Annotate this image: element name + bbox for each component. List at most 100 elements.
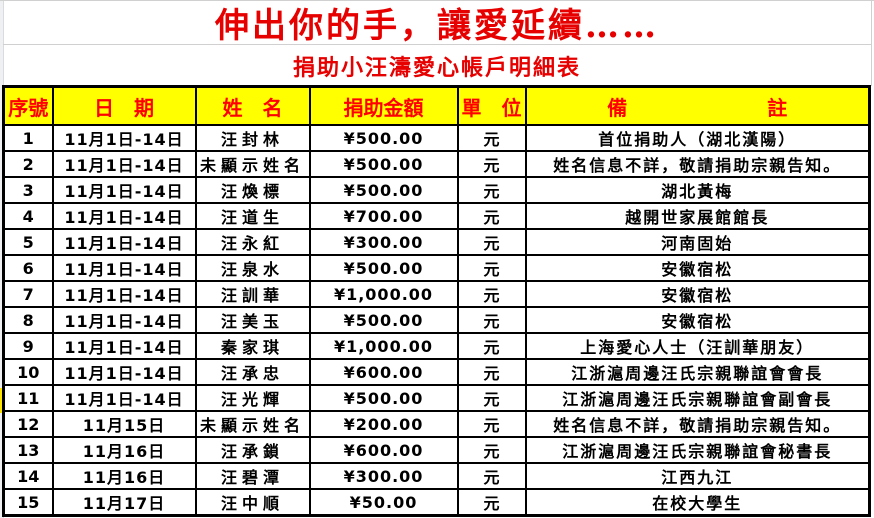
cell-date: 11月1日-14日 (51, 384, 197, 412)
table-row: 9 11月1日-14日 秦家琪 ¥1,000.00 元 上海愛心人士（汪訓華朋友… (2, 332, 871, 360)
cell-seq: 7 (2, 280, 54, 308)
cell-seq: 6 (2, 254, 54, 282)
cell-name: 汪封林 (194, 124, 311, 152)
cell-amount: ¥600.00 (308, 436, 459, 464)
cell-note: 江浙滬周邊汪氏宗親聯誼會秘書長 (524, 436, 871, 464)
cell-note: 上海愛心人士（汪訓華朋友） (524, 332, 871, 360)
cell-unit: 元 (456, 254, 527, 282)
page-subtitle: 捐助小汪濤愛心帳戶明細表 (292, 54, 581, 81)
cell-amount: ¥300.00 (308, 462, 459, 490)
cell-date: 11月17日 (51, 488, 197, 517)
cell-date: 11月1日-14日 (51, 358, 197, 386)
table-row: 15 11月17日 汪中順 ¥50.00 元 在校大學生 (2, 488, 871, 517)
cell-date: 11月1日-14日 (51, 254, 197, 282)
table-row: 8 11月1日-14日 汪美玉 ¥500.00 元 安徽宿松 (2, 306, 871, 334)
gridline-title-divider (3, 44, 872, 45)
cell-seq: 14 (2, 462, 54, 490)
table-row: 3 11月1日-14日 汪煥標 ¥500.00 元 湖北黃梅 (2, 176, 871, 204)
table-row: 12 11月15日 未顯示姓名 ¥200.00 元 姓名信息不詳，敬請捐助宗親告… (2, 410, 871, 438)
cell-name: 汪中順 (194, 488, 311, 517)
header-unit: 單 位 (456, 85, 527, 126)
cell-name: 秦家琪 (194, 332, 311, 360)
cell-name: 汪訓華 (194, 280, 311, 308)
header-name: 姓 名 (194, 85, 311, 126)
cell-name: 未顯示姓名 (194, 410, 311, 438)
cell-unit: 元 (456, 488, 527, 517)
cell-date: 11月15日 (51, 410, 197, 438)
cell-date: 11月1日-14日 (51, 228, 197, 256)
cell-unit: 元 (456, 124, 527, 152)
cell-seq: 1 (2, 124, 54, 152)
cell-amount: ¥500.00 (308, 384, 459, 412)
header-amount: 捐助金額 (308, 85, 459, 126)
header-row: 序號 日 期 姓 名 捐助金額 單 位 備 註 (2, 85, 871, 126)
cell-amount: ¥1,000.00 (308, 280, 459, 308)
cell-date: 11月1日-14日 (51, 124, 197, 152)
cell-note: 越開世家展館館長 (524, 202, 871, 230)
table-row: 6 11月1日-14日 汪泉水 ¥500.00 元 安徽宿松 (2, 254, 871, 282)
table-row: 11 11月1日-14日 汪光輝 ¥500.00 元 江浙滬周邊汪氏宗親聯誼會副… (2, 384, 871, 412)
cell-amount: ¥1,000.00 (308, 332, 459, 360)
table-row: 7 11月1日-14日 汪訓華 ¥1,000.00 元 安徽宿松 (2, 280, 871, 308)
table-row: 13 11月16日 汪承鎖 ¥600.00 元 江浙滬周邊汪氏宗親聯誼會秘書長 (2, 436, 871, 464)
cell-seq: 9 (2, 332, 54, 360)
cell-date: 11月1日-14日 (51, 332, 197, 360)
cell-seq: 3 (2, 176, 54, 204)
cell-seq: 13 (2, 436, 54, 464)
cell-note: 姓名信息不詳，敬請捐助宗親告知。 (524, 150, 871, 178)
header-note: 備 註 (524, 85, 871, 126)
gridline-right (871, 0, 872, 86)
cell-unit: 元 (456, 358, 527, 386)
cell-note: 安徽宿松 (524, 280, 871, 308)
cell-note: 湖北黃梅 (524, 176, 871, 204)
cell-unit: 元 (456, 202, 527, 230)
cell-seq: 11 (2, 384, 54, 412)
cell-note: 河南固始 (524, 228, 871, 256)
cell-unit: 元 (456, 306, 527, 334)
cell-seq: 2 (2, 150, 54, 178)
cell-name: 汪永紅 (194, 228, 311, 256)
cell-note: 在校大學生 (524, 488, 871, 517)
cell-name: 未顯示姓名 (194, 150, 311, 178)
cell-note: 江浙滬周邊汪氏宗親聯誼會會長 (524, 358, 871, 386)
cell-note: 首位捐助人（湖北漢陽） (524, 124, 871, 152)
cell-unit: 元 (456, 228, 527, 256)
cell-amount: ¥500.00 (308, 176, 459, 204)
cell-name: 汪美玉 (194, 306, 311, 334)
cell-seq: 5 (2, 228, 54, 256)
header-seq: 序號 (2, 85, 54, 126)
donation-table: 序號 日 期 姓 名 捐助金額 單 位 備 註 1 11月1日-14日 汪封林 … (2, 85, 871, 517)
table-row: 2 11月1日-14日 未顯示姓名 ¥500.00 元 姓名信息不詳，敬請捐助宗… (2, 150, 871, 178)
cell-name: 汪泉水 (194, 254, 311, 282)
gridline-top (0, 0, 874, 1)
table-row: 14 11月16日 汪碧潭 ¥300.00 元 江西九江 (2, 462, 871, 490)
cell-amount: ¥500.00 (308, 124, 459, 152)
cell-unit: 元 (456, 332, 527, 360)
subtitle-row: 捐助小汪濤愛心帳戶明細表 (4, 45, 870, 86)
cell-unit: 元 (456, 436, 527, 464)
cell-date: 11月1日-14日 (51, 280, 197, 308)
cell-name: 汪承忠 (194, 358, 311, 386)
cell-unit: 元 (456, 280, 527, 308)
cell-name: 汪道生 (194, 202, 311, 230)
cell-unit: 元 (456, 150, 527, 178)
table-row: 4 11月1日-14日 汪道生 ¥700.00 元 越開世家展館館長 (2, 202, 871, 230)
cell-unit: 元 (456, 176, 527, 204)
cell-amount: ¥300.00 (308, 228, 459, 256)
cell-seq: 10 (2, 358, 54, 386)
header-date: 日 期 (51, 85, 197, 126)
cell-unit: 元 (456, 410, 527, 438)
cell-note: 江西九江 (524, 462, 871, 490)
cell-name: 汪煥標 (194, 176, 311, 204)
cell-date: 11月1日-14日 (51, 306, 197, 334)
cell-seq: 15 (2, 488, 54, 517)
page-title: 伸出你的手，讓愛延續…… (215, 6, 659, 46)
cell-date: 11月1日-14日 (51, 176, 197, 204)
cell-date: 11月1日-14日 (51, 202, 197, 230)
title-row: 伸出你的手，讓愛延續…… (4, 1, 870, 46)
cell-name: 汪承鎖 (194, 436, 311, 464)
cell-seq: 12 (2, 410, 54, 438)
cell-note: 安徽宿松 (524, 306, 871, 334)
cell-name: 汪光輝 (194, 384, 311, 412)
